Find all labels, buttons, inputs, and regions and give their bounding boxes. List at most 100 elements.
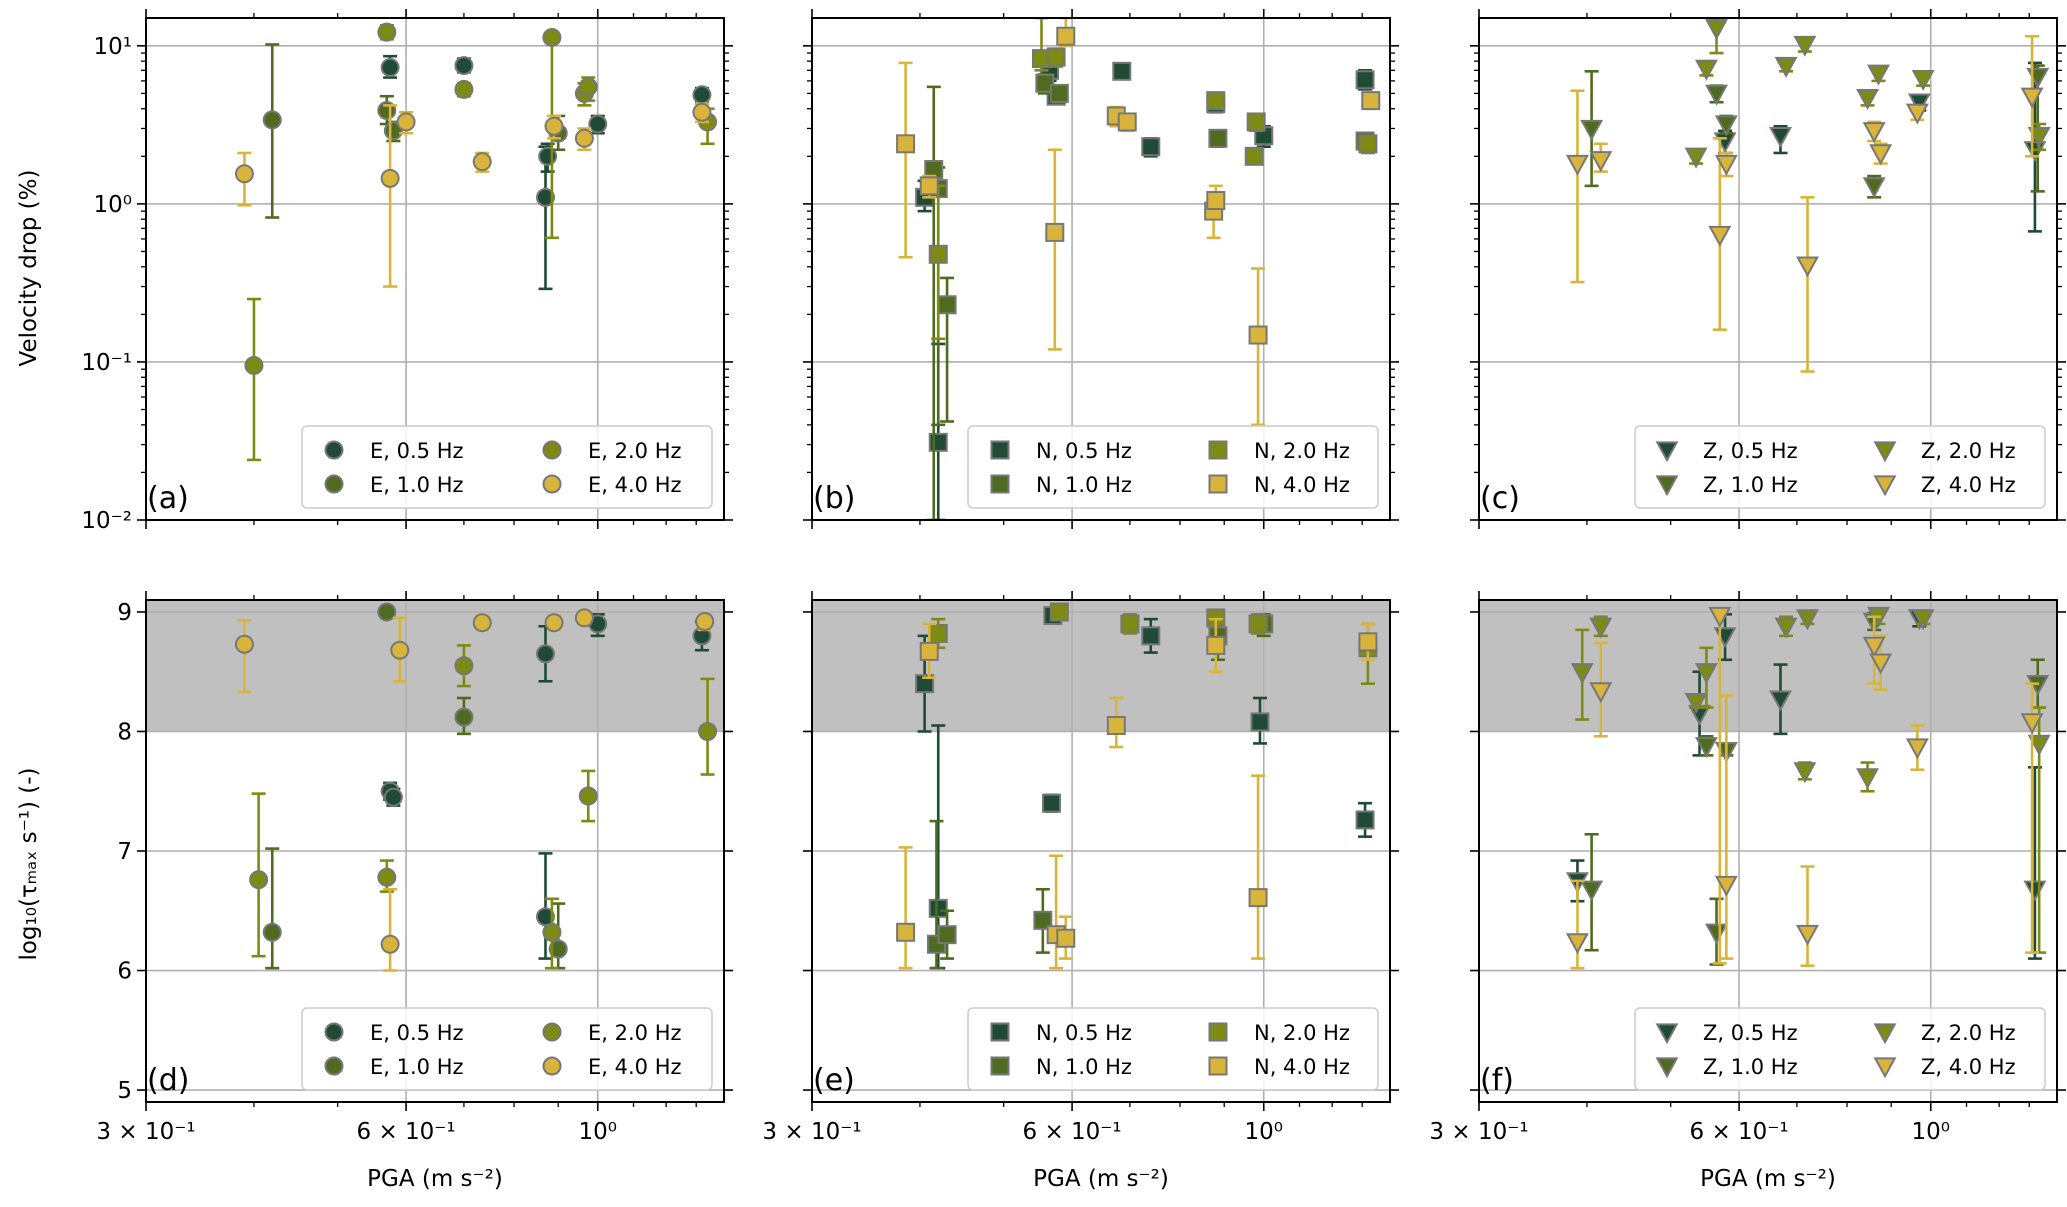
- data-point: [1035, 73, 1055, 93]
- tick-label-x: 10⁰: [1245, 1119, 1284, 1145]
- series-e-4-0-hz: [234, 608, 715, 972]
- legend-marker: [1655, 1023, 1679, 1045]
- data-point: [1112, 61, 1132, 81]
- data-point: [548, 939, 568, 959]
- data-point: [2027, 734, 2051, 756]
- panel-label: (c): [1480, 481, 1520, 516]
- data-point: [1565, 154, 1589, 176]
- data-point: [380, 168, 400, 188]
- data-point: [1208, 128, 1228, 148]
- axes-frame: [145, 17, 725, 521]
- data-layer: [1565, 18, 2051, 373]
- legend-marker: [324, 474, 344, 494]
- panel-label: (d): [147, 1063, 189, 1098]
- data-point: [535, 187, 555, 207]
- legend-marker: [324, 1022, 344, 1042]
- shaded-band: [1479, 600, 2057, 732]
- data-point: [937, 295, 957, 315]
- legend-label: E, 2.0 Hz: [588, 439, 682, 463]
- data-point: [1862, 122, 1886, 144]
- shaded-band: [812, 600, 1390, 732]
- panel-f: 3 × 10⁻¹ 6 × 10⁻¹ 10⁰ (f) Z, 0.5 Hz Z, 1.0 Hz…: [1429, 591, 2066, 1145]
- legend-label: E, 0.5 Hz: [370, 1021, 464, 1045]
- data-point: [1905, 738, 1929, 760]
- legend-box: [967, 425, 1379, 509]
- legend-label: E, 2.0 Hz: [588, 1021, 682, 1045]
- legend-marker: [324, 1056, 344, 1076]
- legend-marker: [542, 1022, 562, 1042]
- legend-marker: [990, 474, 1010, 494]
- data-point: [472, 152, 492, 172]
- data-point: [454, 656, 474, 676]
- data-point: [1248, 888, 1268, 908]
- data-point: [1774, 56, 1798, 78]
- data-point: [578, 786, 598, 806]
- data-point: [1033, 910, 1053, 930]
- data-point: [1796, 924, 1819, 946]
- legend-box: [301, 425, 713, 509]
- data-point: [2020, 713, 2044, 735]
- series-e-0-5-hz: [380, 54, 712, 291]
- xlabel-e: PGA (m s⁻²): [1033, 1166, 1169, 1192]
- legend-marker: [1655, 475, 1679, 497]
- legend-box: [967, 1007, 1379, 1091]
- axes-frame: [811, 599, 1391, 1103]
- data-point: [1580, 119, 1604, 141]
- legend-label: Z, 1.0 Hz: [1703, 473, 1798, 497]
- series-n-1-0-hz: [926, 613, 1274, 970]
- tick-label-x: 6 × 10⁻¹: [1023, 1119, 1122, 1145]
- data-point: [1911, 609, 1935, 631]
- data-point: [1206, 635, 1226, 655]
- legend-label: Z, 2.0 Hz: [1921, 1021, 2016, 1045]
- tick-label-y: 7: [117, 839, 132, 865]
- data-point: [1714, 115, 1738, 137]
- legend-label: N, 0.5 Hz: [1036, 1021, 1132, 1045]
- legend-marker: [990, 1022, 1010, 1042]
- legend: E, 0.5 Hz E, 1.0 Hz E, 2.0 Hz E, 4.0 Hz: [301, 425, 713, 509]
- axes-frame: [811, 17, 1391, 521]
- series-n-0-5-hz: [915, 606, 1375, 970]
- tick-label-x: 6 × 10⁻¹: [1690, 1119, 1789, 1145]
- data-point: [535, 644, 555, 664]
- data-layer: [1565, 606, 2051, 970]
- data-point: [1570, 663, 1594, 684]
- data-point: [2020, 87, 2044, 109]
- data-point: [1796, 256, 1819, 278]
- shaded-band: [146, 600, 724, 732]
- series-n-2-0-hz: [928, 18, 1378, 341]
- legend: N, 0.5 Hz N, 1.0 Hz N, 2.0 Hz N, 4.0 Hz: [967, 425, 1379, 509]
- data-point: [928, 244, 948, 264]
- data-point: [390, 640, 410, 660]
- legend-label: E, 1.0 Hz: [370, 1055, 464, 1079]
- data-point: [1248, 614, 1268, 634]
- legend-label: N, 2.0 Hz: [1254, 1021, 1350, 1045]
- data-point: [1358, 632, 1378, 652]
- legend-marker: [1208, 1056, 1228, 1076]
- data-point: [1769, 690, 1792, 712]
- data-point: [1862, 177, 1886, 199]
- legend-label: E, 4.0 Hz: [588, 1055, 682, 1079]
- legend-box: [301, 1007, 713, 1091]
- data-point: [1120, 614, 1140, 634]
- series-e-2-0-hz: [249, 644, 718, 970]
- data-point: [262, 110, 282, 130]
- data-point: [1905, 103, 1929, 125]
- data-point: [1793, 762, 1817, 784]
- tick-label-y: 10⁰: [94, 192, 133, 218]
- data-point: [542, 922, 562, 942]
- series-e-1-0-hz: [262, 43, 568, 219]
- legend-label: E, 1.0 Hz: [370, 473, 464, 497]
- data-point: [1714, 154, 1738, 176]
- data-point: [919, 176, 939, 196]
- axes-frame: [1478, 599, 2058, 1103]
- tick-label-y: 8: [117, 719, 132, 745]
- tick-label-x: 3 × 10⁻¹: [1429, 1119, 1528, 1145]
- data-point: [544, 116, 564, 136]
- panel-label: (a): [147, 481, 189, 516]
- data-point: [1141, 626, 1161, 646]
- tick-label-x: 10⁰: [1912, 1119, 1951, 1145]
- data-layer: [234, 602, 718, 972]
- legend-marker: [1655, 441, 1679, 463]
- data-layer: [896, 18, 1381, 520]
- legend-marker: [1873, 1057, 1897, 1079]
